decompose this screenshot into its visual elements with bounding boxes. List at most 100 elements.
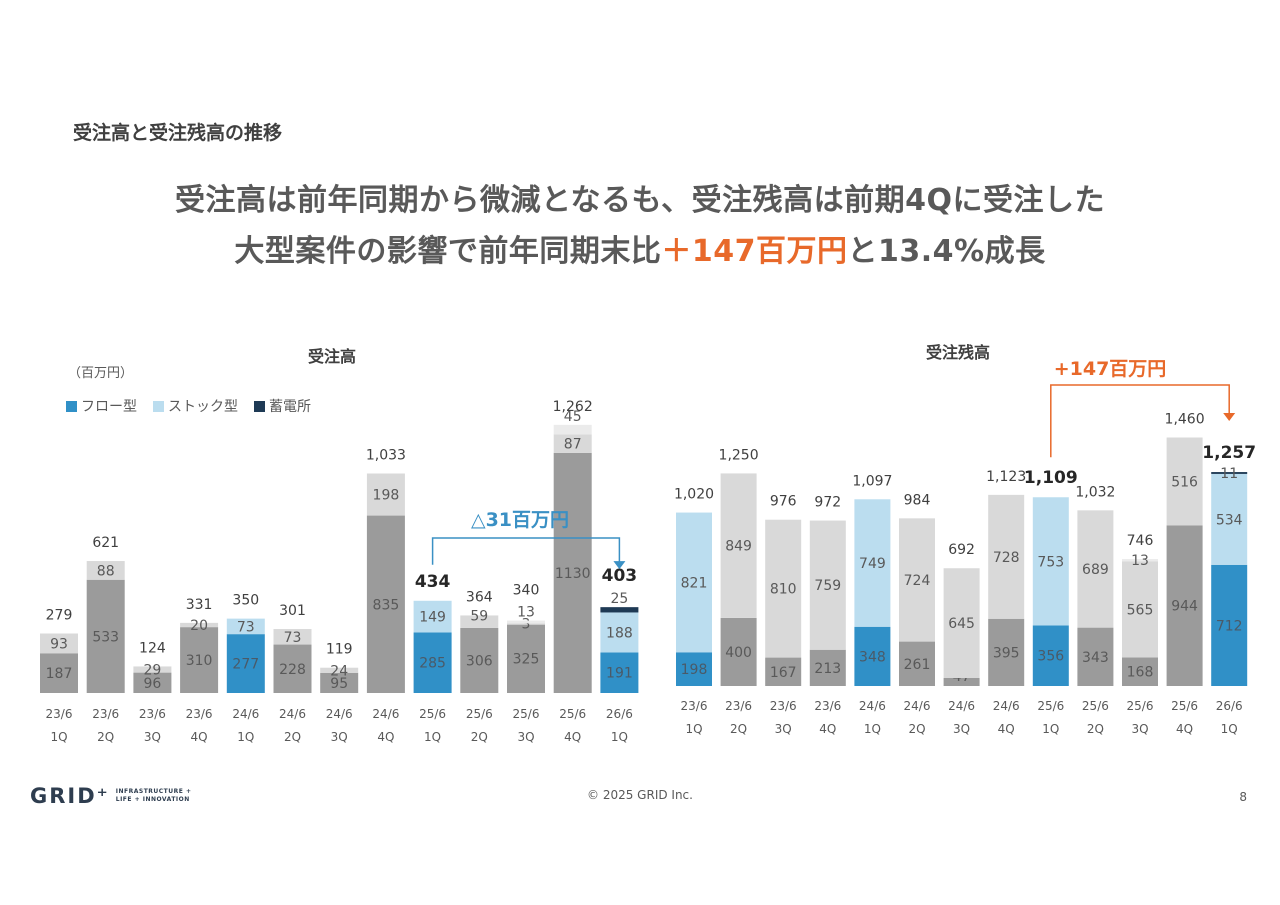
backlog-bar-2-flow [765,657,802,686]
backlog-bar-7-stock [988,494,1025,619]
logo-line-2: LIFE + INNOVATION [115,796,190,803]
orders-bar-11-battery [553,424,592,435]
legend-item-stock: ストック型 [153,396,238,416]
backlog-cat-q-5: 2Q [908,722,925,736]
backlog-total-0: 1,020 [674,487,714,503]
orders-seg-label-12-0: 191 [606,666,633,682]
legend-label-battery: 蓄電所 [269,399,311,415]
orders-seg-label-4-1: 73 [237,619,255,635]
orders-total-6: 119 [326,642,353,658]
orders-seg-label-3-1: 20 [190,618,208,634]
backlog-seg-label-5-1: 724 [904,573,931,589]
backlog-seg-label-3-0: 213 [814,661,841,677]
headline-line-2-b: と13.4%成長 [847,234,1046,269]
headline-line-2: 大型案件の影響で前年同期末比＋147百万円と13.4%成長 [0,226,1280,270]
backlog-seg-label-2-0: 167 [770,665,797,681]
orders-cat-q-11: 4Q [564,730,581,744]
chart-title-orders: 受注高 [308,347,357,366]
grid-logo: GRID⁺ INFRASTRUCTURE + LIFE + INNOVATION [30,784,191,808]
backlog-seg-label-11-0: 944 [1171,599,1198,615]
backlog-annotation-label: +147百万円 [1054,358,1167,380]
backlog-bar-0-flow [676,652,712,686]
orders-seg-label-9-1: 59 [470,609,488,625]
legend-swatch-stock [153,400,164,412]
section-title: 受注高と受注残高の推移 [73,122,283,144]
backlog-cat-q-12: 1Q [1221,722,1238,736]
orders-seg-label-8-1: 149 [419,610,446,626]
orders-cat-year-12: 26/6 [606,707,633,721]
backlog-seg-label-4-1: 749 [859,556,886,572]
orders-cat-q-4: 1Q [237,730,254,744]
orders-total-5: 301 [279,603,306,619]
backlog-seg-label-8-1: 753 [1037,554,1064,570]
backlog-total-2: 976 [770,494,797,510]
orders-total-10: 340 [513,583,540,599]
orders-seg-label-10-2: 13 [517,605,535,621]
orders-bar-3-flow [180,627,219,693]
legend-label-flow: フロー型 [81,399,137,415]
backlog-seg-label-8-0: 356 [1037,649,1064,665]
backlog-cat-q-10: 3Q [1131,722,1148,736]
orders-seg-label-10-1: 3 [522,617,531,633]
backlog-bar-3-flow [809,649,846,686]
headline-line-2-a: 大型案件の影響で前年同期末比 [234,234,662,269]
backlog-seg-label-3-1: 759 [814,578,841,594]
orders-cat-year-11: 25/6 [559,707,586,721]
orders-cat-year-9: 25/6 [466,707,493,721]
orders-annotation-label: △31百万円 [471,509,569,531]
orders-bar-2-stock [133,666,172,673]
legend-swatch-flow [66,400,77,412]
backlog-total-4: 1,097 [852,473,892,489]
backlog-bar-4-stock [854,499,891,627]
backlog-seg-label-12-0: 712 [1216,618,1243,634]
orders-seg-label-11-2: 45 [564,409,582,425]
orders-cat-q-12: 1Q [611,730,628,744]
backlog-bar-1-flow [720,617,757,686]
orders-total-3: 331 [186,597,213,613]
orders-seg-label-7-0: 835 [373,597,400,613]
orders-bar-3-stock [180,622,219,628]
unit-label: （百万円） [68,366,134,381]
chart-title-backlog: 受注残高 [926,343,991,362]
backlog-seg-label-11-1: 516 [1171,474,1198,490]
orders-seg-label-11-1: 87 [564,437,582,453]
orders-bar-10-flow [507,623,545,693]
backlog-cat-year-12: 26/6 [1216,699,1243,713]
orders-seg-label-5-0: 228 [279,662,306,678]
orders-bar-6-flow [320,672,359,693]
backlog-total-9: 1,032 [1075,484,1115,500]
orders-cat-q-0: 1Q [50,730,67,744]
orders-bar-4-stock [226,618,265,635]
orders-seg-label-0-1: 93 [50,636,68,652]
orders-cat-q-9: 2Q [471,730,488,744]
orders-cat-year-1: 23/6 [92,707,119,721]
backlog-total-11: 1,460 [1165,412,1205,428]
backlog-bar-12-stock [1211,473,1248,565]
backlog-cat-q-11: 4Q [1176,722,1193,736]
orders-seg-label-11-0: 1130 [555,566,591,582]
backlog-seg-label-10-1: 565 [1127,602,1154,618]
backlog-cat-q-0: 1Q [685,722,702,736]
orders-bar-4-flow [226,634,265,693]
backlog-bar-10-flow [1122,657,1158,686]
orders-bar-6-stock [320,667,359,673]
orders-seg-label-3-0: 310 [186,653,213,669]
orders-cat-year-10: 25/6 [513,707,540,721]
orders-cat-year-4: 24/6 [232,707,259,721]
backlog-total-3: 972 [814,495,841,511]
orders-bar-9-stock [460,615,499,628]
orders-bar-5-stock [273,629,312,645]
orders-total-12: 403 [602,566,638,586]
backlog-seg-label-12-2: 11 [1220,466,1238,482]
orders-seg-label-0-0: 187 [46,666,73,682]
orders-cat-year-6: 24/6 [326,707,353,721]
backlog-seg-label-10-2: 13 [1131,553,1149,569]
backlog-bar-11-stock [1166,437,1203,526]
backlog-bar-12-battery [1211,472,1248,474]
backlog-cat-year-1: 23/6 [725,699,752,713]
orders-bar-12-stock [600,612,639,653]
orders-total-9: 364 [466,589,493,605]
orders-bar-1-stock [86,561,125,580]
backlog-cat-year-4: 24/6 [859,699,886,713]
backlog-bar-11-flow [1166,525,1203,686]
